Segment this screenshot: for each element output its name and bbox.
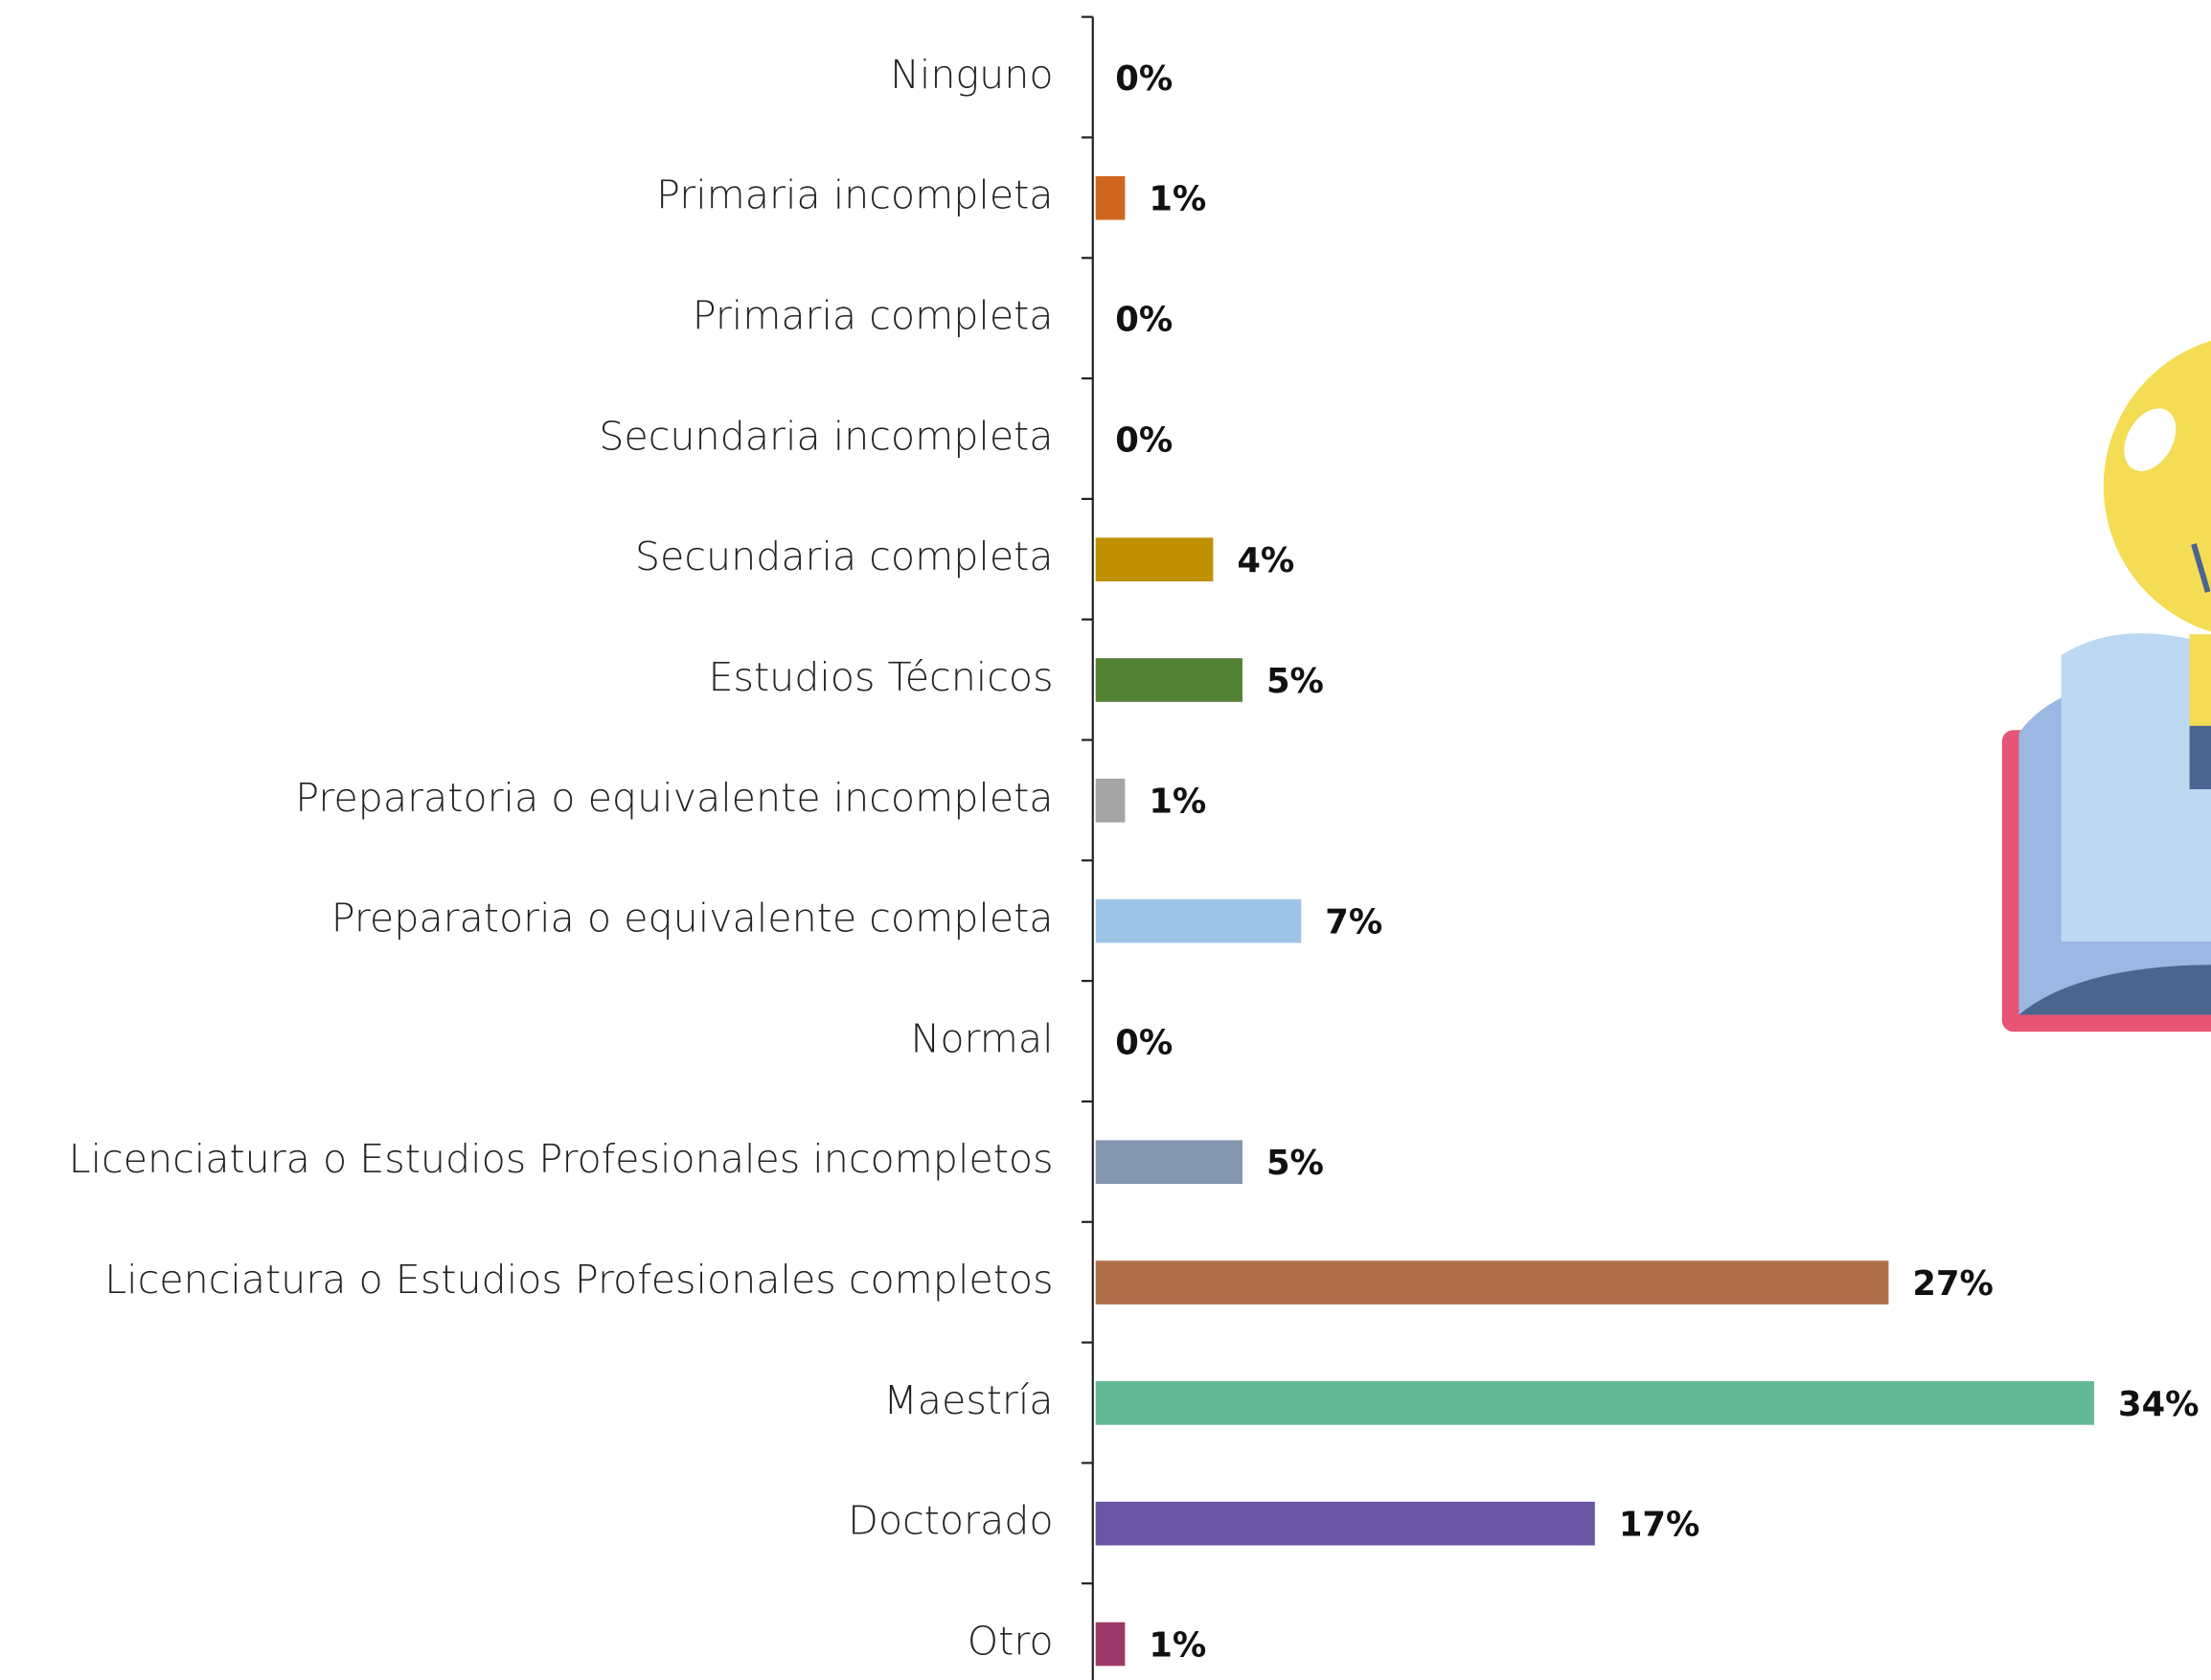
value-label: 0% [1115,420,1173,460]
value-label: 34% [2118,1385,2199,1424]
value-label: 0% [1115,1023,1173,1062]
category-label: Doctorado [848,1498,1053,1544]
category-label: Primaria completa [693,293,1054,339]
value-label: 1% [1149,1625,1206,1665]
bar [1096,1623,1126,1667]
value-label: 27% [1912,1264,1994,1304]
bar [1096,176,1126,220]
bar [1096,1502,1595,1546]
bulb [2104,334,2211,639]
category-label: Secundaria incompleta [599,413,1053,459]
category-label: Preparatoria o equivalente incompleta [295,775,1053,821]
value-label: 1% [1149,783,1206,822]
value-label: 0% [1115,59,1173,99]
category-label: Otro [968,1618,1054,1664]
bar [1096,1381,2094,1425]
category-label: Estudios Técnicos [708,654,1053,700]
category-label: Licenciatura o Estudios Profesionales in… [69,1136,1054,1182]
illustration [2002,334,2211,1032]
chart: Ninguno 0% Primaria incompleta 1% Primaria c… [0,0,2211,1680]
bar [1096,537,1214,581]
page: {"chart_data": { "type": "bar", "orienta… [0,0,2211,1680]
value-label: 1% [1149,180,1206,219]
category-label: Normal [911,1015,1054,1061]
bar [1096,1140,1242,1184]
category-label: Preparatoria o equivalente completa [331,896,1054,942]
value-label: 5% [1266,662,1324,701]
value-label: 17% [1619,1506,1699,1545]
category-label: Ninguno [890,52,1053,98]
bar [1096,1260,1889,1305]
value-label: 5% [1266,1144,1324,1183]
value-label: 7% [1325,903,1382,942]
category-label: Secundaria completa [635,534,1054,579]
category-label: Primaria incompleta [656,172,1053,218]
category-label: Licenciatura o Estudios Profesionales co… [104,1257,1053,1303]
bar [1096,899,1302,943]
bulb-base [2190,726,2211,789]
value-label: 4% [1237,541,1294,580]
bar [1096,658,1242,702]
value-label: 0% [1115,300,1173,339]
bar [1096,779,1126,823]
category-label: Maestría [883,1377,1053,1423]
book-page [2062,633,2211,942]
